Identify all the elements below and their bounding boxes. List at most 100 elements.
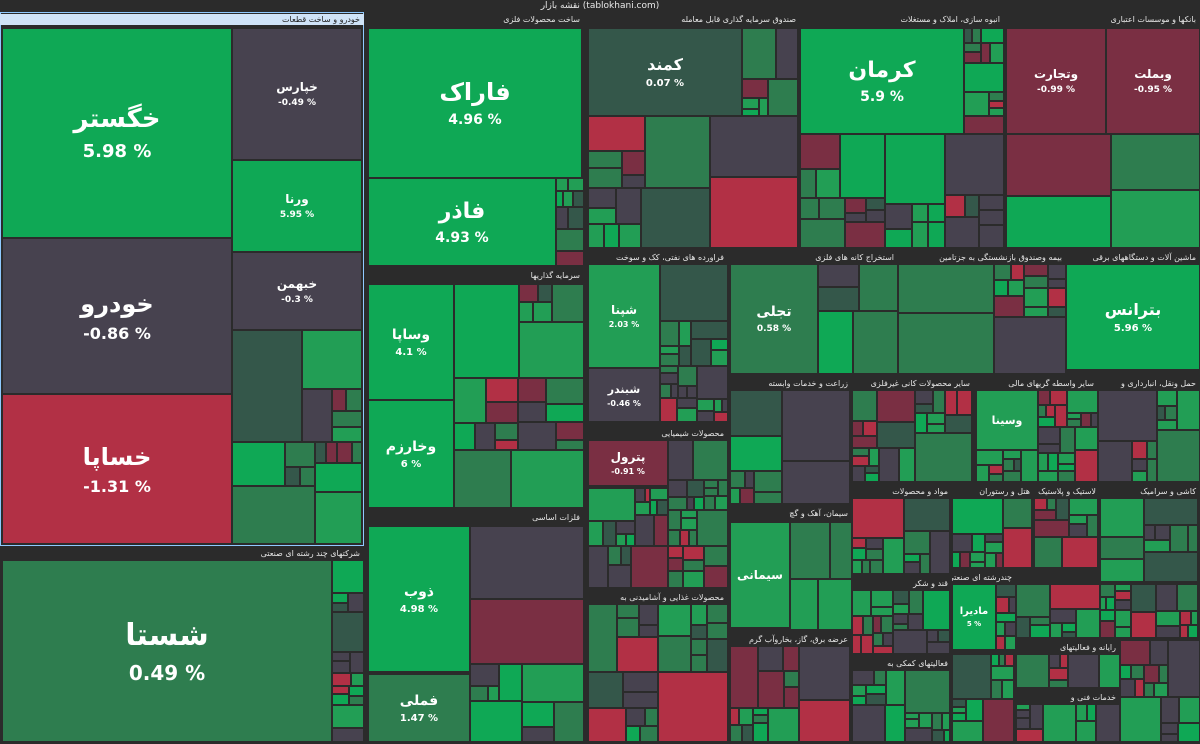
stock-tile[interactable] <box>852 390 877 421</box>
stock-tile[interactable] <box>1188 625 1198 638</box>
stock-tile[interactable] <box>556 440 584 450</box>
stock-tile[interactable] <box>1006 196 1111 248</box>
stock-tile-11[interactable]: وخارزم 6 % <box>368 400 454 508</box>
stock-tile[interactable] <box>1144 498 1198 525</box>
stock-tile[interactable] <box>1076 609 1100 638</box>
stock-tile[interactable] <box>470 686 488 701</box>
stock-tile[interactable] <box>519 322 584 378</box>
stock-tile[interactable] <box>886 670 905 705</box>
stock-tile-2[interactable]: خودرو -0.86 % <box>2 238 232 394</box>
stock-tile[interactable] <box>680 530 689 546</box>
stock-tile[interactable] <box>1058 471 1075 482</box>
stock-tile[interactable] <box>622 151 645 175</box>
stock-tile[interactable] <box>1046 405 1055 417</box>
stock-tile[interactable] <box>952 721 983 742</box>
stock-tile-13[interactable]: فملی 1.47 % <box>368 674 470 742</box>
stock-tile[interactable] <box>687 480 704 497</box>
stock-tile[interactable] <box>616 534 626 546</box>
stock-tile[interactable] <box>885 204 912 229</box>
stock-tile[interactable] <box>861 635 873 654</box>
stock-tile[interactable] <box>1120 640 1150 665</box>
stock-tile[interactable] <box>707 604 728 623</box>
stock-tile[interactable] <box>1003 471 1021 482</box>
stock-tile[interactable] <box>1161 723 1178 734</box>
stock-tile[interactable] <box>1091 413 1098 427</box>
stock-tile[interactable] <box>800 198 819 219</box>
stock-tile[interactable] <box>1024 288 1048 307</box>
stock-tile[interactable] <box>678 386 687 398</box>
stock-tile[interactable] <box>671 384 678 398</box>
stock-tile[interactable] <box>852 448 869 456</box>
stock-tile[interactable] <box>650 500 657 515</box>
stock-tile-8[interactable]: فاراک 4.96 % <box>368 28 582 178</box>
stock-tile[interactable] <box>730 708 739 725</box>
stock-tile[interactable] <box>1016 617 1030 638</box>
stock-tile[interactable] <box>1055 405 1067 427</box>
stock-tile[interactable] <box>989 465 1003 474</box>
stock-tile[interactable] <box>930 531 950 574</box>
stock-tile[interactable] <box>1131 584 1156 612</box>
stock-tile-14[interactable]: کمند 0.07 % <box>588 28 742 116</box>
stock-tile[interactable] <box>1168 640 1200 697</box>
stock-tile[interactable] <box>830 522 852 579</box>
stock-tile[interactable] <box>927 424 945 433</box>
stock-tile[interactable] <box>1159 665 1168 683</box>
stock-tile[interactable] <box>945 195 965 217</box>
stock-tile[interactable] <box>818 579 852 630</box>
stock-tile[interactable] <box>332 411 362 427</box>
stock-tile[interactable] <box>588 224 604 248</box>
stock-tile[interactable] <box>991 654 999 666</box>
stock-tile[interactable] <box>740 488 754 504</box>
stock-tile-15[interactable]: کرمان 5.9 % <box>800 28 964 134</box>
stock-tile[interactable] <box>660 398 677 422</box>
stock-tile[interactable] <box>1038 471 1058 482</box>
stock-tile[interactable] <box>617 637 658 672</box>
stock-tile[interactable] <box>1067 419 1081 427</box>
stock-tile[interactable] <box>976 450 1003 465</box>
stock-tile[interactable] <box>1050 609 1076 623</box>
stock-tile[interactable] <box>1076 721 1096 742</box>
stock-tile[interactable] <box>588 188 616 208</box>
stock-tile[interactable] <box>758 646 783 671</box>
stock-tile[interactable] <box>927 630 938 642</box>
stock-tile[interactable] <box>1034 537 1062 568</box>
stock-tile[interactable] <box>981 28 1004 43</box>
stock-tile[interactable] <box>874 670 886 685</box>
stock-tile[interactable] <box>784 671 799 687</box>
stock-tile[interactable] <box>622 175 645 188</box>
stock-tile-7[interactable]: شستا 0.49 % <box>2 560 332 742</box>
stock-tile[interactable] <box>863 616 873 635</box>
stock-tile[interactable] <box>631 546 668 588</box>
stock-tile[interactable] <box>1131 665 1144 679</box>
stock-tile[interactable] <box>893 590 909 604</box>
stock-tile[interactable] <box>704 480 718 488</box>
stock-tile[interactable] <box>635 502 650 515</box>
stock-tile[interactable] <box>784 687 799 708</box>
stock-tile[interactable] <box>538 284 552 302</box>
stock-tile[interactable] <box>454 423 475 450</box>
stock-tile[interactable] <box>1111 134 1200 190</box>
stock-tile[interactable] <box>1005 622 1016 636</box>
stock-tile[interactable] <box>790 522 830 579</box>
stock-tile[interactable] <box>758 671 784 708</box>
stock-tile[interactable] <box>965 195 979 217</box>
stock-tile[interactable] <box>1016 704 1030 710</box>
stock-tile[interactable] <box>617 604 639 618</box>
stock-tile[interactable] <box>522 664 584 702</box>
stock-tile-21[interactable]: بترانس 5.96 % <box>1066 264 1200 370</box>
stock-tile[interactable] <box>332 603 348 612</box>
stock-tile[interactable] <box>1062 537 1098 568</box>
stock-tile[interactable] <box>818 264 859 287</box>
stock-tile[interactable] <box>1144 552 1198 582</box>
stock-tile[interactable] <box>964 43 981 52</box>
stock-tile[interactable] <box>742 79 768 98</box>
stock-tile[interactable] <box>588 521 603 546</box>
stock-tile[interactable] <box>626 708 645 726</box>
stock-tile[interactable] <box>285 467 300 486</box>
stock-tile[interactable] <box>668 440 693 480</box>
stock-tile[interactable] <box>588 488 635 521</box>
stock-tile[interactable] <box>658 636 691 672</box>
stock-tile[interactable] <box>893 604 909 614</box>
stock-tile[interactable] <box>852 456 869 466</box>
stock-tile[interactable] <box>588 151 622 168</box>
